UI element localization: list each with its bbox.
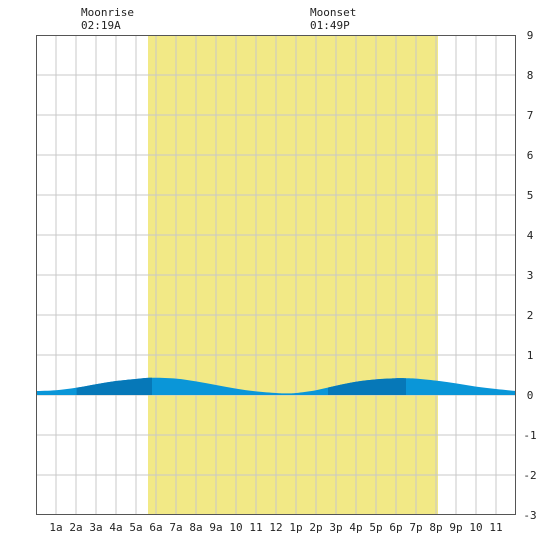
x-tick-label: 6a (149, 521, 162, 534)
y-tick-label: 4 (527, 229, 534, 242)
x-tick-label: 2a (69, 521, 82, 534)
y-tick-label: -1 (523, 429, 536, 442)
y-tick-label: 6 (527, 149, 534, 162)
x-tick-label: 5p (369, 521, 382, 534)
moonrise-time: 02:19A (81, 19, 121, 32)
x-tick-label: 2p (309, 521, 322, 534)
plot-frame (36, 35, 516, 515)
x-tick-label: 10 (469, 521, 482, 534)
moonset-time: 01:49P (310, 19, 350, 32)
y-tick-label: 5 (527, 189, 534, 202)
y-tick-label: -2 (523, 469, 536, 482)
x-tick-label: 8a (189, 521, 202, 534)
x-tick-label: 1a (49, 521, 62, 534)
x-tick-label: 6p (389, 521, 402, 534)
x-tick-label: 8p (429, 521, 442, 534)
x-tick-label: 3a (89, 521, 102, 534)
x-tick-label: 10 (229, 521, 242, 534)
moonset-label: Moonset (310, 6, 357, 19)
y-tick-label: 9 (527, 29, 534, 42)
y-tick-label: -3 (523, 509, 536, 522)
x-tick-label: 9p (449, 521, 462, 534)
x-tick-label: 9a (209, 521, 222, 534)
x-tick-label: 5a (129, 521, 142, 534)
x-tick-label: 4a (109, 521, 122, 534)
y-tick-label: 1 (527, 349, 534, 362)
x-tick-label: 3p (329, 521, 342, 534)
x-tick-label: 11 (489, 521, 502, 534)
x-tick-label: 12 (269, 521, 282, 534)
x-tick-label: 7a (169, 521, 182, 534)
x-tick-label: 1p (289, 521, 302, 534)
y-tick-label: 3 (527, 269, 534, 282)
x-tick-label: 11 (249, 521, 262, 534)
y-tick-label: 2 (527, 309, 534, 322)
x-tick-label: 4p (349, 521, 362, 534)
y-tick-label: 8 (527, 69, 534, 82)
moonrise-label: Moonrise (81, 6, 134, 19)
x-tick-label: 7p (409, 521, 422, 534)
y-tick-label: 7 (527, 109, 534, 122)
y-tick-label: 0 (527, 389, 534, 402)
